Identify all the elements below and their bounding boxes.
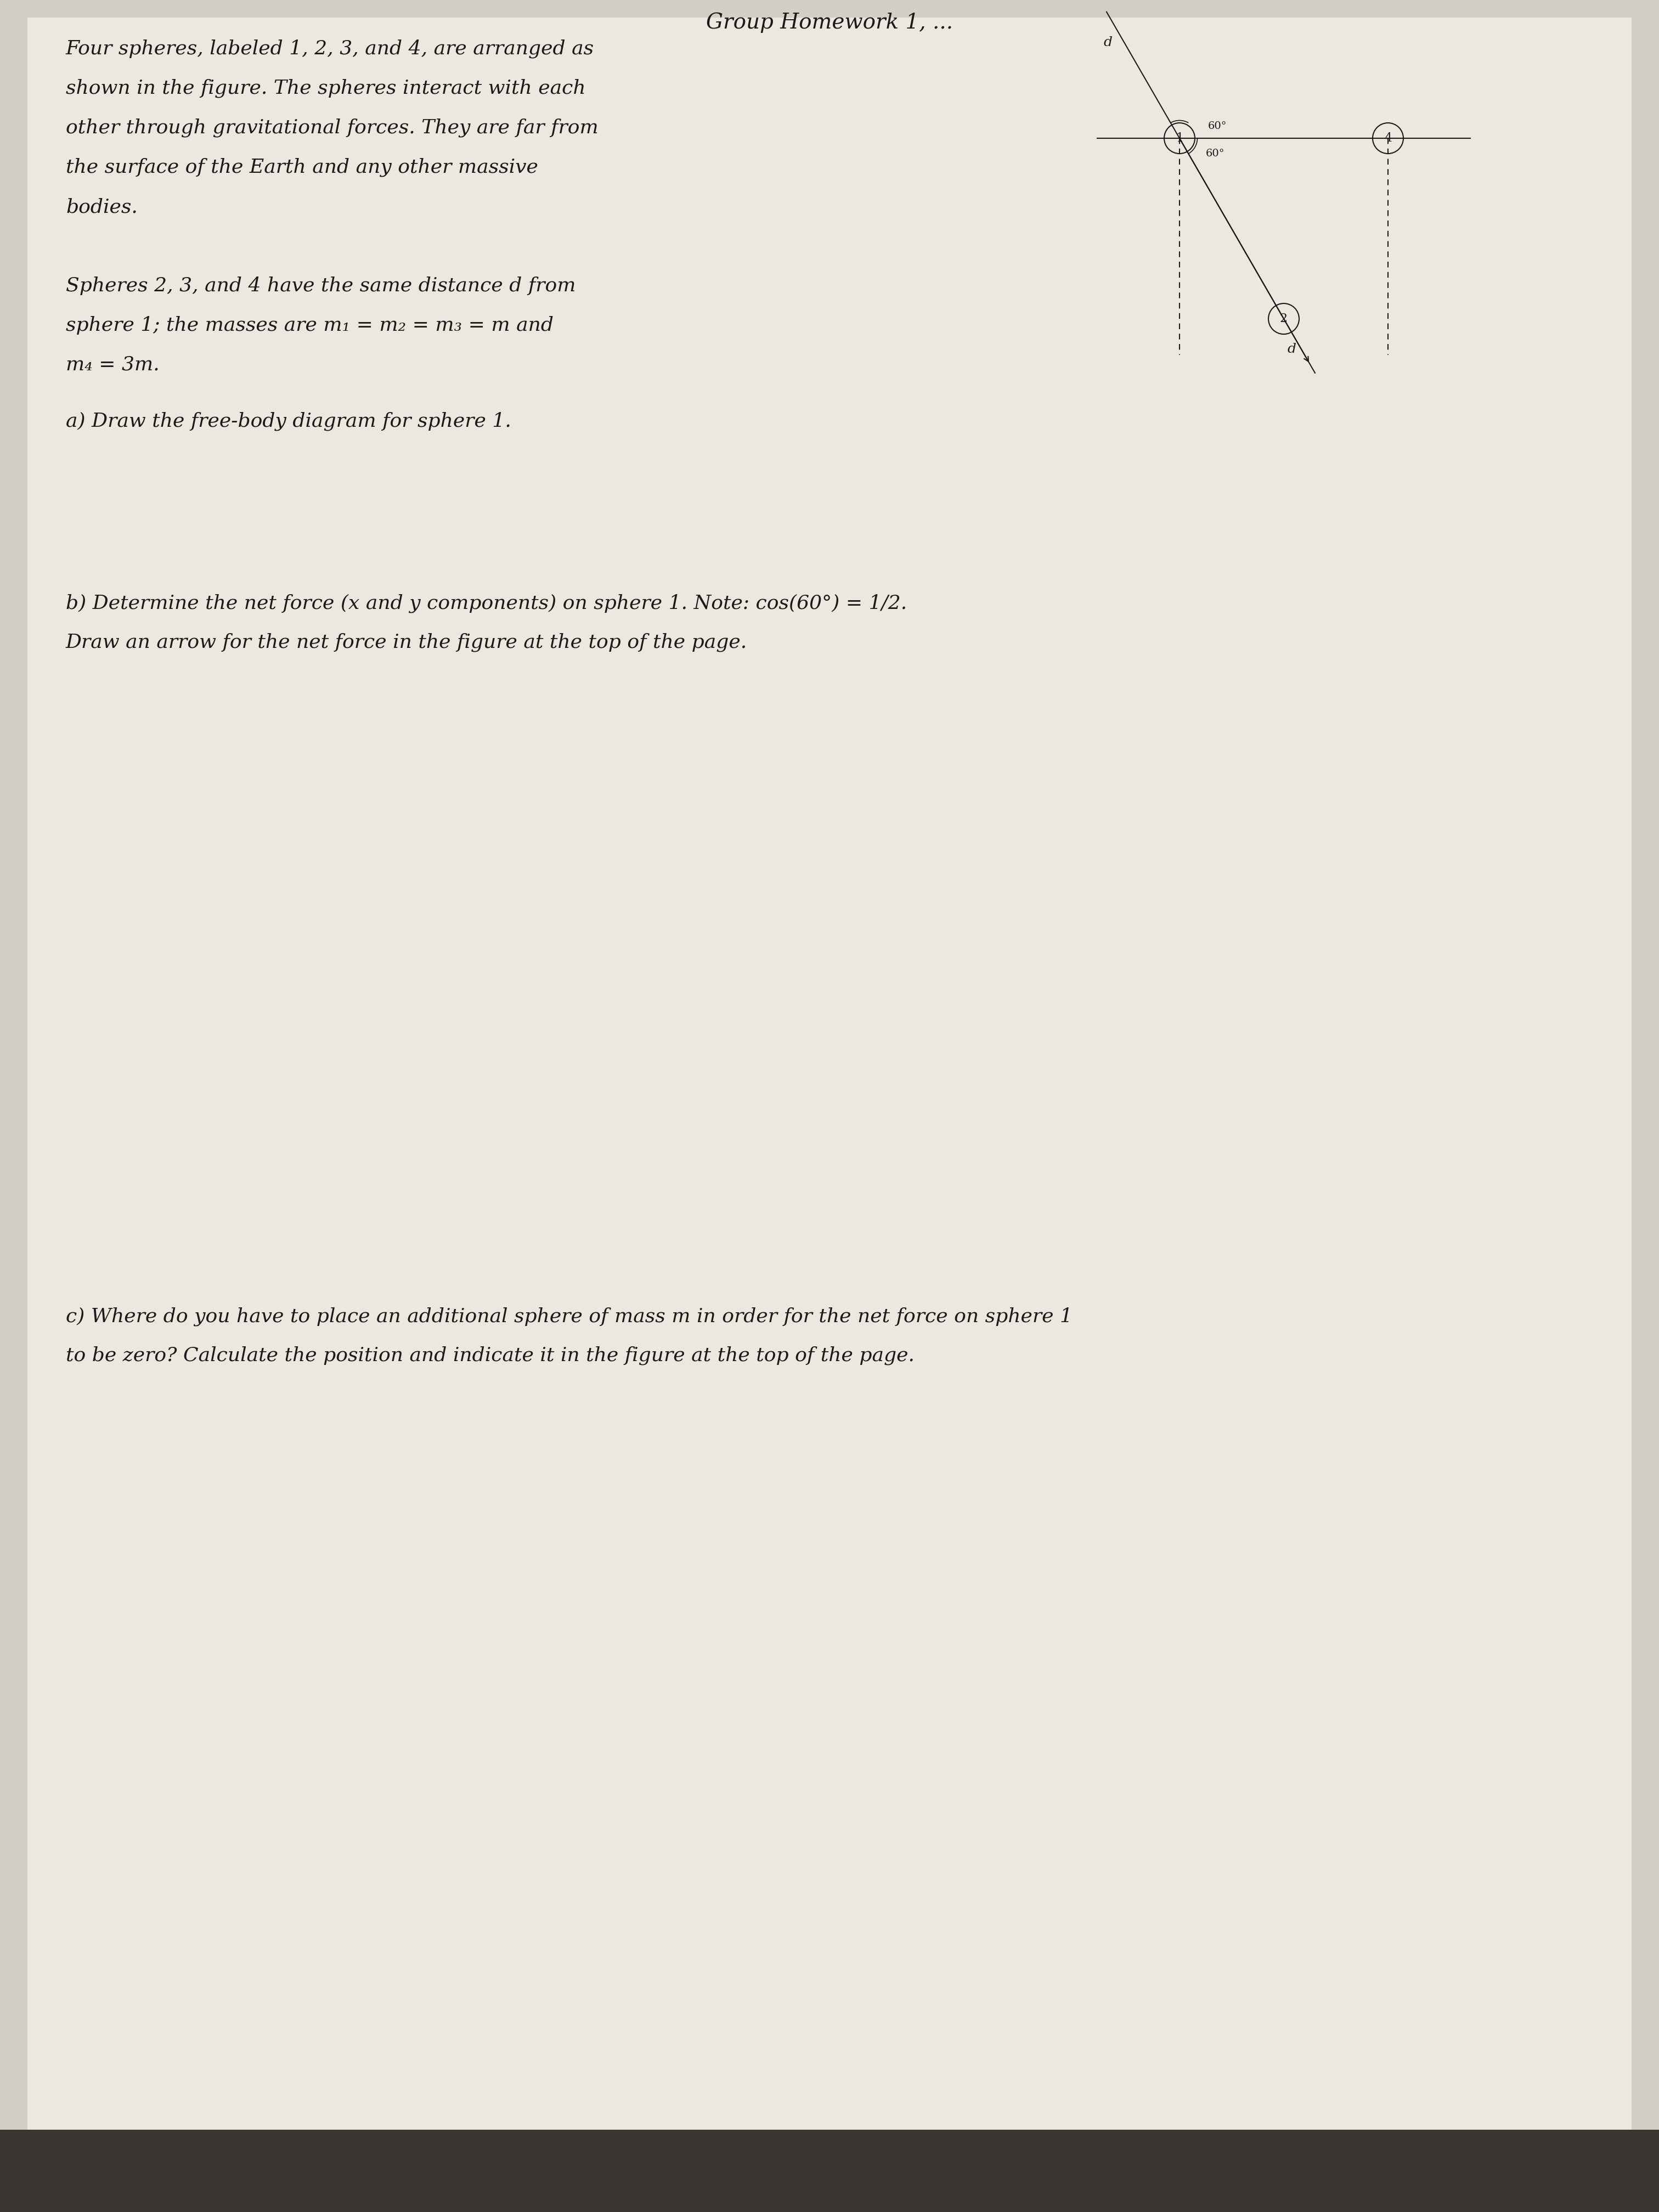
Text: Draw an arrow for the net force in the figure at the top of the page.: Draw an arrow for the net force in the f…	[66, 633, 747, 653]
FancyBboxPatch shape	[28, 18, 1631, 2130]
Text: c) Where do you have to place an additional sphere of mass m in order for the ne: c) Where do you have to place an additio…	[66, 1307, 1072, 1325]
Text: Group Homework 1, ...: Group Homework 1, ...	[707, 11, 952, 33]
Text: 60°: 60°	[1208, 122, 1228, 131]
Text: shown in the figure. The spheres interact with each: shown in the figure. The spheres interac…	[66, 80, 586, 97]
Text: 1: 1	[1176, 133, 1183, 144]
Text: Spheres 2, 3, and 4 have the same distance d from: Spheres 2, 3, and 4 have the same distan…	[66, 276, 576, 294]
Text: a) Draw the free-body diagram for sphere 1.: a) Draw the free-body diagram for sphere…	[66, 411, 511, 431]
Text: the surface of the Earth and any other massive: the surface of the Earth and any other m…	[66, 157, 538, 177]
Text: 2: 2	[1279, 312, 1287, 325]
Text: sphere 1; the masses are m₁ = m₂ = m₃ = m and: sphere 1; the masses are m₁ = m₂ = m₃ = …	[66, 316, 554, 334]
Text: 4: 4	[1384, 133, 1392, 144]
Text: bodies.: bodies.	[66, 197, 138, 217]
Text: d: d	[1287, 343, 1296, 356]
Text: d: d	[1103, 35, 1113, 49]
Bar	[0, 2130, 1659, 2212]
Text: to be zero? Calculate the position and indicate it in the figure at the top of t: to be zero? Calculate the position and i…	[66, 1347, 914, 1365]
Text: b) Determine the net force (x and y components) on sphere 1. Note: cos(60°) = 1/: b) Determine the net force (x and y comp…	[66, 593, 907, 613]
Text: other through gravitational forces. They are far from: other through gravitational forces. They…	[66, 119, 599, 137]
Text: m₄ = 3m.: m₄ = 3m.	[66, 356, 159, 374]
Text: Four spheres, labeled 1, 2, 3, and 4, are arranged as: Four spheres, labeled 1, 2, 3, and 4, ar…	[66, 40, 594, 58]
Text: 60°: 60°	[1206, 148, 1224, 159]
